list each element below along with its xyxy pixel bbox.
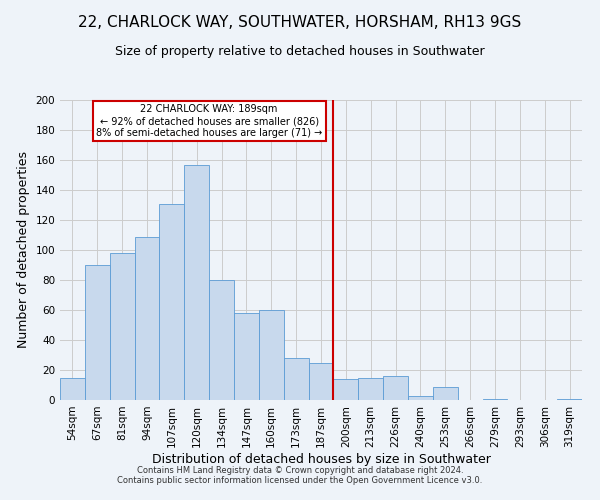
Bar	[234, 313, 259, 400]
Bar	[433, 386, 458, 400]
Text: 22, CHARLOCK WAY, SOUTHWATER, HORSHAM, RH13 9GS: 22, CHARLOCK WAY, SOUTHWATER, HORSHAM, R…	[79, 15, 521, 30]
Bar	[209, 280, 234, 400]
X-axis label: Distribution of detached houses by size in Southwater: Distribution of detached houses by size …	[152, 452, 490, 466]
Bar	[308, 362, 334, 400]
Y-axis label: Number of detached properties: Number of detached properties	[17, 152, 30, 348]
Bar	[184, 164, 209, 400]
Bar	[134, 236, 160, 400]
Text: Size of property relative to detached houses in Southwater: Size of property relative to detached ho…	[115, 45, 485, 58]
Bar	[284, 358, 308, 400]
Bar	[60, 378, 85, 400]
Text: Contains HM Land Registry data © Crown copyright and database right 2024.
Contai: Contains HM Land Registry data © Crown c…	[118, 466, 482, 485]
Bar	[557, 398, 582, 400]
Bar	[160, 204, 184, 400]
Bar	[383, 376, 408, 400]
Bar	[110, 253, 134, 400]
Bar	[358, 378, 383, 400]
Bar	[482, 398, 508, 400]
Text: 22 CHARLOCK WAY: 189sqm
← 92% of detached houses are smaller (826)
8% of semi-de: 22 CHARLOCK WAY: 189sqm ← 92% of detache…	[96, 104, 322, 138]
Bar	[259, 310, 284, 400]
Bar	[85, 265, 110, 400]
Bar	[408, 396, 433, 400]
Bar	[334, 379, 358, 400]
